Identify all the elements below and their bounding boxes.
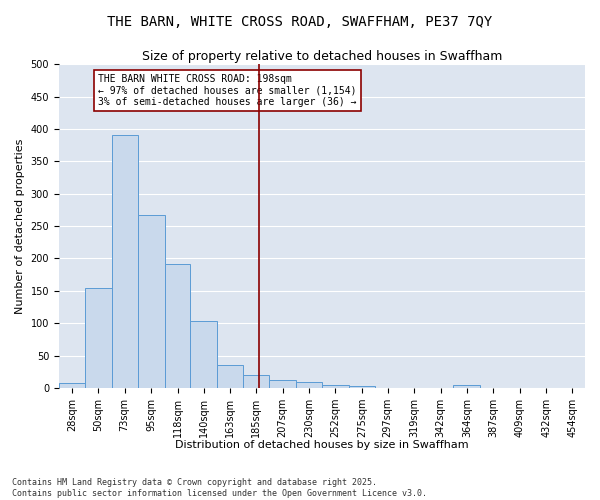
- Bar: [137, 215, 164, 388]
- Title: Size of property relative to detached houses in Swaffham: Size of property relative to detached ho…: [142, 50, 502, 63]
- Bar: [243, 375, 269, 388]
- Y-axis label: Number of detached properties: Number of detached properties: [15, 138, 25, 314]
- Bar: [190, 322, 217, 388]
- Bar: [217, 364, 243, 388]
- Text: Contains HM Land Registry data © Crown copyright and database right 2025.
Contai: Contains HM Land Registry data © Crown c…: [12, 478, 427, 498]
- X-axis label: Distribution of detached houses by size in Swaffham: Distribution of detached houses by size …: [175, 440, 469, 450]
- Bar: [296, 382, 322, 388]
- Bar: [85, 288, 112, 388]
- Bar: [59, 384, 85, 388]
- Bar: [349, 386, 375, 388]
- Bar: [322, 386, 349, 388]
- Bar: [269, 380, 296, 388]
- Text: THE BARN, WHITE CROSS ROAD, SWAFFHAM, PE37 7QY: THE BARN, WHITE CROSS ROAD, SWAFFHAM, PE…: [107, 15, 493, 29]
- Bar: [112, 136, 137, 388]
- Bar: [454, 385, 481, 388]
- Text: THE BARN WHITE CROSS ROAD: 198sqm
← 97% of detached houses are smaller (1,154)
3: THE BARN WHITE CROSS ROAD: 198sqm ← 97% …: [98, 74, 357, 107]
- Bar: [164, 264, 190, 388]
